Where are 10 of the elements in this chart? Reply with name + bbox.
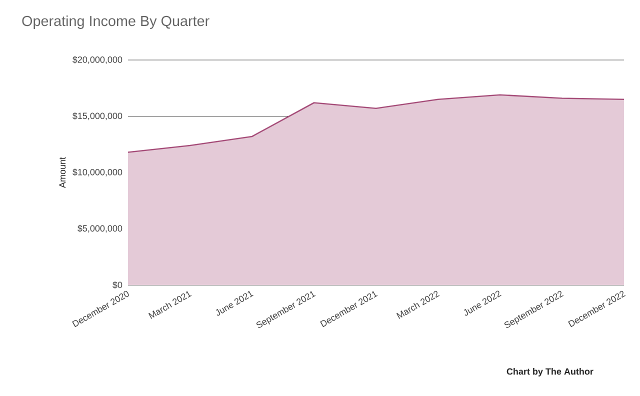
x-tick-label: June 2021 [216, 290, 254, 316]
text: Chart by The Author [506, 368, 594, 376]
chart-title: Operating Income By Quarter [22, 16, 210, 29]
y-tick-label: $20,000,000 [72, 56, 122, 64]
y-tick-label: $0 [112, 281, 122, 289]
y-axis-title: Amount [59, 157, 66, 188]
x-tick-label: June 2022 [464, 290, 502, 316]
y-tick-label: $5,000,000 [78, 224, 122, 233]
y-tick-label: $10,000,000 [72, 168, 122, 176]
y-tick-label: $15,000,000 [72, 112, 122, 120]
